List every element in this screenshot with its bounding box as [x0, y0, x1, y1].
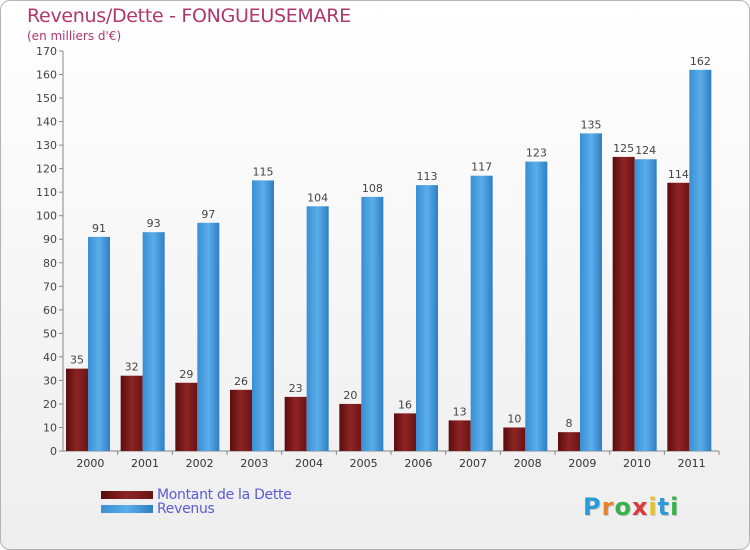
bar-revenue	[88, 236, 110, 451]
proxiti-logo: Proxiti	[583, 493, 679, 521]
bar-revenue	[525, 161, 548, 451]
bar-debt	[503, 427, 526, 451]
bar-debt	[667, 182, 690, 451]
x-tick-label: 2004	[295, 457, 323, 470]
y-tick-label: 50	[43, 327, 57, 340]
bar-debt	[448, 420, 471, 451]
chart-title: Revenus/Dette - FONGUEUSEMARE	[27, 5, 351, 27]
y-tick-label: 0	[50, 445, 57, 458]
legend-swatch-revenue	[101, 505, 153, 513]
legend-item-revenue: Revenus	[101, 501, 215, 517]
data-label-revenue: 115	[253, 165, 274, 178]
chart-subtitle: (en milliers d'€)	[27, 29, 122, 43]
y-tick-label: 170	[36, 45, 57, 58]
data-label-debt: 35	[70, 354, 84, 367]
y-tick-label: 90	[43, 233, 57, 246]
x-tick-label: 2008	[514, 457, 542, 470]
bar-revenue	[580, 133, 602, 451]
data-label-revenue: 162	[690, 55, 711, 68]
data-label-revenue: 123	[526, 147, 547, 160]
y-tick-label: 10	[43, 421, 57, 434]
logo-letter: x	[631, 493, 649, 521]
y-tick-label: 20	[43, 398, 57, 411]
data-label-debt: 20	[343, 389, 357, 402]
bar-revenue	[416, 185, 438, 451]
bar-debt	[66, 368, 88, 451]
y-tick-label: 150	[36, 92, 57, 105]
data-label-revenue: 124	[635, 144, 656, 157]
logo-letter: r	[601, 493, 615, 521]
data-label-debt: 125	[613, 142, 634, 155]
data-label-debt: 23	[289, 382, 303, 395]
y-tick-label: 140	[36, 116, 57, 129]
x-tick-label: 2003	[240, 457, 268, 470]
x-tick-label: 2007	[459, 457, 487, 470]
bar-revenue	[252, 180, 274, 452]
logo-letter: P	[583, 493, 602, 521]
bar-debt	[394, 413, 416, 451]
data-label-revenue: 113	[417, 170, 438, 183]
bar-revenue	[634, 159, 657, 451]
y-tick-label: 160	[36, 69, 57, 82]
data-label-revenue: 91	[92, 222, 106, 235]
y-tick-label: 40	[43, 351, 57, 364]
y-tick-label: 100	[36, 210, 57, 223]
y-tick-label: 80	[43, 257, 57, 270]
y-tick-label: 110	[36, 186, 57, 199]
x-tick-label: 2001	[131, 457, 159, 470]
bar-debt	[339, 403, 362, 451]
data-label-revenue: 104	[307, 191, 328, 204]
bar-revenue	[361, 196, 384, 451]
bar-debt	[558, 432, 580, 451]
bar-debt	[230, 389, 252, 451]
data-label-debt: 32	[125, 361, 139, 374]
bar-revenue	[470, 175, 493, 452]
data-label-debt: 10	[507, 412, 521, 425]
data-label-revenue: 135	[581, 118, 602, 131]
data-label-debt: 13	[453, 405, 467, 418]
x-tick-label: 2000	[76, 457, 104, 470]
data-label-revenue: 97	[201, 208, 215, 221]
y-tick-label: 130	[36, 139, 57, 152]
logo-letter: i	[648, 493, 658, 521]
y-tick-label: 30	[43, 374, 57, 387]
data-label-debt: 26	[234, 375, 248, 388]
data-label-debt: 114	[668, 168, 689, 181]
logo-letter: t	[657, 493, 671, 521]
bar-revenue	[197, 222, 220, 451]
data-label-debt: 16	[398, 398, 412, 411]
bar-debt	[612, 156, 635, 451]
bar-debt	[284, 396, 307, 451]
data-label-revenue: 93	[147, 217, 161, 230]
logo-letter: i	[670, 493, 680, 521]
legend-label-debt: Montant de la Dette	[157, 487, 292, 503]
bar-revenue	[142, 232, 165, 451]
legend-item-debt: Montant de la Dette	[101, 487, 292, 503]
data-label-revenue: 108	[362, 182, 383, 195]
bar-revenue	[689, 69, 712, 451]
bar-debt	[120, 375, 143, 451]
y-tick-label: 120	[36, 163, 57, 176]
data-label-debt: 8	[566, 417, 573, 430]
legend-label-revenue: Revenus	[157, 501, 215, 517]
bar-revenue	[306, 206, 329, 451]
bar-debt	[175, 382, 198, 451]
y-tick-label: 60	[43, 304, 57, 317]
x-tick-label: 2009	[568, 457, 596, 470]
x-tick-label: 2010	[623, 457, 651, 470]
y-tick-label: 70	[43, 280, 57, 293]
data-label-debt: 29	[179, 368, 193, 381]
x-tick-label: 2002	[186, 457, 214, 470]
logo-letter: o	[614, 493, 632, 521]
x-tick-label: 2011	[678, 457, 706, 470]
x-tick-label: 2006	[404, 457, 432, 470]
x-tick-label: 2005	[350, 457, 378, 470]
data-label-revenue: 117	[471, 161, 492, 174]
legend-swatch-debt	[101, 491, 153, 499]
